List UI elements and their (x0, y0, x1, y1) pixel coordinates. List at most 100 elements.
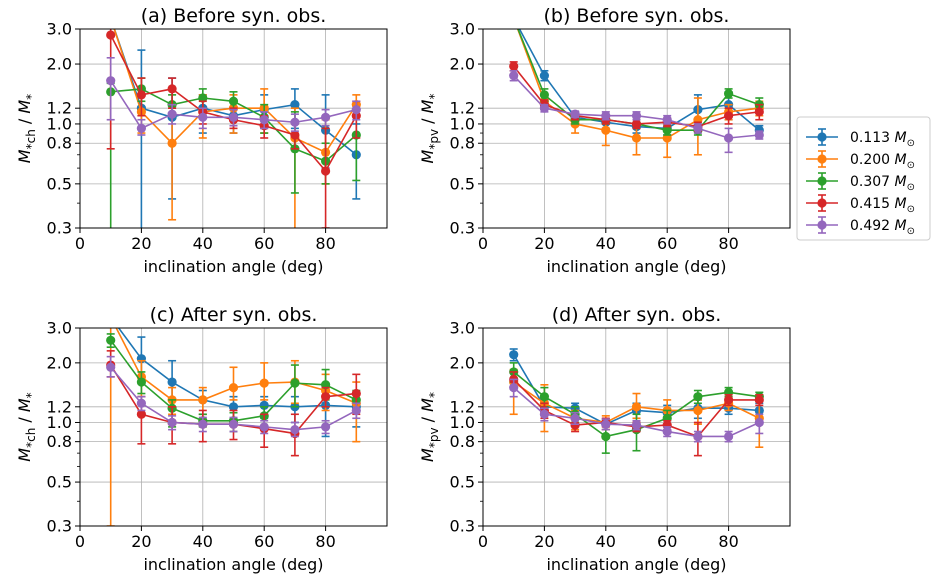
y-tick-label: 0.3 (450, 517, 475, 536)
y-axis-label: M*ch / M* (15, 94, 38, 163)
x-tick-label: 40 (193, 234, 213, 253)
data-point (693, 431, 703, 442)
data-point (136, 398, 146, 408)
data-point (198, 419, 208, 429)
data-point (754, 107, 764, 117)
legend-marker (817, 154, 827, 164)
panel-b: 0 20 40 60 80 0.3 0.5 0.81.01.2 2.0 3.0 (b) Before… (418, 5, 791, 276)
data-point (539, 392, 550, 402)
data-point (693, 392, 703, 402)
data-point (167, 138, 177, 148)
data-point (631, 402, 642, 412)
y-tick-label: 0.3 (450, 219, 475, 238)
data-point (351, 388, 361, 399)
panel-title: (b) Before syn. obs. (544, 5, 730, 27)
panel-title: (a) Before syn. obs. (141, 5, 327, 27)
data-point (228, 112, 239, 122)
data-point (601, 431, 611, 442)
y-axis-label: M*ch / M* (15, 392, 38, 461)
series-0.492 (106, 355, 361, 438)
plot-frame (79, 28, 388, 229)
data-point (631, 111, 642, 121)
legend-label: 0.492 M⊙ (850, 218, 915, 237)
data-point (724, 431, 734, 442)
panel-c: 0 20 40 60 80 0.3 0.5 0.81.01.2 2.0 3.0 (c) After … (15, 304, 388, 574)
data-point (167, 377, 177, 387)
x-tick-label: 40 (193, 532, 213, 551)
panel-title: (c) After syn. obs. (150, 304, 318, 326)
y-tick-label: 0.5 (47, 174, 72, 193)
x-tick-label: 20 (131, 532, 151, 551)
data-point (662, 115, 672, 125)
data-point (539, 90, 550, 100)
x-axis-label: inclination angle (deg) (546, 555, 726, 574)
series-0.307 (106, 77, 361, 228)
data-point (539, 103, 550, 113)
data-point (136, 409, 146, 419)
data-point (724, 395, 734, 405)
data-point (228, 96, 239, 106)
data-point (509, 383, 519, 393)
data-point (167, 84, 177, 94)
data-point (167, 109, 177, 119)
data-point (570, 413, 580, 423)
x-tick-label: 80 (315, 532, 335, 551)
y-tick-label: 1.2 (47, 397, 72, 416)
data-point (259, 378, 269, 388)
data-point (601, 419, 611, 429)
x-tick-label: 20 (534, 532, 554, 551)
data-point (290, 378, 300, 388)
panel-title: (d) After syn. obs. (552, 304, 721, 326)
data-point (509, 61, 519, 71)
series-0.492 (106, 56, 361, 136)
y-tick-label: 0.5 (47, 473, 72, 492)
data-point (228, 402, 239, 412)
y-tick-label: 1.2 (47, 99, 72, 118)
data-point (290, 100, 300, 110)
data-point (136, 90, 146, 100)
legend-label: 0.415 M⊙ (850, 196, 915, 215)
y-tick-label: 0.5 (450, 174, 475, 193)
plot-frame (79, 327, 388, 527)
data-point (570, 420, 580, 430)
data-point (259, 422, 269, 432)
y-axis-label: M*pv / M* (418, 392, 441, 462)
y-tick-label: 0.8 (47, 134, 72, 153)
data-point (754, 417, 764, 428)
y-tick-label: 0.3 (47, 517, 72, 536)
x-tick-label: 0 (75, 234, 85, 253)
data-point (198, 395, 208, 405)
y-axis-label: M*pv / M* (418, 94, 441, 164)
y-tick-label: 0.8 (47, 432, 72, 451)
data-point (570, 109, 580, 119)
data-point (351, 105, 361, 115)
y-tick-label: 1.0 (47, 413, 72, 432)
data-point (228, 419, 239, 429)
data-point (754, 130, 764, 140)
data-point (601, 125, 611, 135)
data-point (321, 166, 331, 176)
legend-entry-0.415: 0.415 M⊙ (806, 194, 915, 215)
x-tick-label: 0 (478, 234, 488, 253)
series-line (113, 29, 357, 156)
data-point (167, 417, 177, 428)
data-point (539, 70, 550, 81)
series-0.492 (509, 69, 764, 154)
x-axis-label: inclination angle (deg) (143, 257, 323, 276)
x-tick-label: 20 (131, 234, 151, 253)
legend-marker (817, 198, 827, 208)
y-tick-label: 3.0 (450, 20, 475, 39)
legend-label: 0.200 M⊙ (850, 152, 915, 171)
data-point (724, 133, 734, 143)
y-tick-label: 3.0 (47, 319, 72, 338)
data-point (601, 111, 611, 121)
legend-marker (817, 132, 827, 142)
y-tick-label: 1.0 (450, 114, 475, 133)
x-axis-label: inclination angle (deg) (143, 555, 323, 574)
x-tick-label: 60 (657, 532, 677, 551)
legend-label: 0.307 M⊙ (850, 174, 915, 193)
y-tick-label: 1.0 (450, 413, 475, 432)
y-tick-label: 0.8 (450, 432, 475, 451)
data-point (539, 409, 550, 419)
